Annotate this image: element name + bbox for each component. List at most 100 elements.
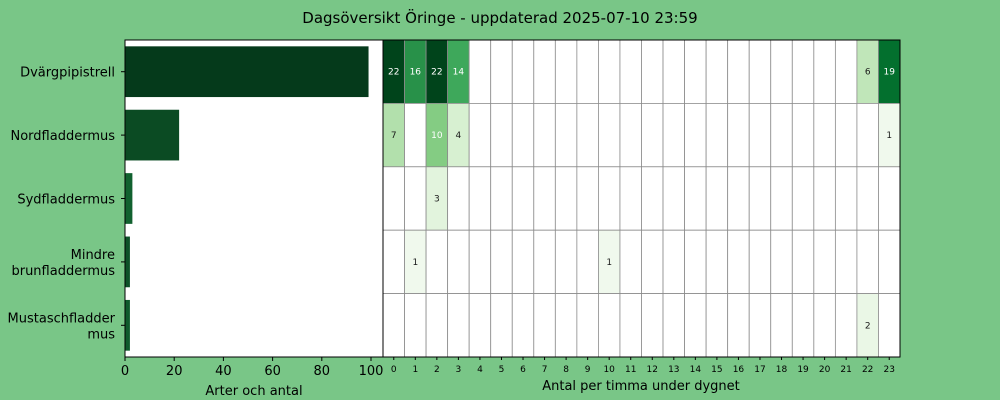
heatmap-cell bbox=[554, 293, 578, 358]
bar-4 bbox=[125, 299, 130, 351]
heatmap-cell bbox=[662, 229, 685, 294]
hour-label: 20 bbox=[819, 365, 831, 375]
heatmap-cell bbox=[619, 229, 642, 294]
heatmap-cell bbox=[770, 166, 793, 231]
heatmap-cell bbox=[705, 293, 729, 358]
heatmap-cell-value: 3 bbox=[434, 195, 440, 205]
heatmap-cell bbox=[791, 39, 815, 104]
hour-label: 13 bbox=[668, 365, 679, 375]
heatmap-cell bbox=[878, 293, 901, 358]
heatmap-cell bbox=[662, 103, 685, 168]
category-label-line: brunfladdermus bbox=[11, 264, 115, 279]
heatmap-cell bbox=[770, 103, 793, 168]
heatmap-cell bbox=[662, 39, 685, 104]
heatmap-cell bbox=[490, 39, 513, 104]
heatmap-cell bbox=[468, 39, 492, 104]
category-label-line: Sydfladdermus bbox=[17, 193, 115, 208]
heatmap-cell bbox=[425, 293, 449, 358]
hour-label: 2 bbox=[434, 365, 440, 375]
hour-label: 22 bbox=[862, 365, 873, 375]
heatmap-cell bbox=[511, 293, 535, 358]
heatmap-cell bbox=[511, 166, 535, 231]
heatmap-cell-value: 22 bbox=[388, 68, 399, 78]
heatmap-cell bbox=[813, 293, 836, 358]
hour-label: 21 bbox=[840, 365, 851, 375]
heatmap-cell bbox=[490, 103, 513, 168]
heatmap-cell bbox=[705, 39, 729, 104]
heatmap-cell bbox=[748, 166, 772, 231]
heatmap-cell-value: 1 bbox=[412, 258, 418, 268]
heatmap-cell bbox=[705, 103, 729, 168]
hour-label: 19 bbox=[797, 365, 809, 375]
heatmap-cell bbox=[705, 166, 729, 231]
heatmap-cell bbox=[770, 293, 793, 358]
hour-label: 1 bbox=[412, 365, 418, 375]
heatmap-cell bbox=[533, 166, 556, 231]
heatmap-cell bbox=[684, 103, 707, 168]
heatmap-cell-value: 6 bbox=[865, 68, 871, 78]
hour-label: 7 bbox=[542, 365, 548, 375]
hour-label: 10 bbox=[603, 365, 615, 375]
heatmap-cell bbox=[834, 166, 858, 231]
heatmap-cell bbox=[425, 229, 449, 294]
heatmap-cell bbox=[748, 293, 772, 358]
heatmap-cell bbox=[748, 103, 772, 168]
heatmap-cell-value: 1 bbox=[606, 258, 612, 268]
category-label-line: Dvärgpipistrell bbox=[20, 66, 115, 81]
heatmap-frame bbox=[382, 39, 901, 358]
heatmap-cell bbox=[554, 39, 578, 104]
heatmap-cell-value: 7 bbox=[391, 131, 397, 141]
heatmap-cell bbox=[490, 166, 513, 231]
heatmap-cell-value: 10 bbox=[431, 131, 443, 141]
x-tick-label-4: 80 bbox=[314, 364, 331, 379]
heatmap-cell bbox=[662, 166, 685, 231]
bar-x-axis-label: Arter och antal bbox=[205, 384, 302, 399]
heatmap-cell bbox=[404, 293, 427, 358]
hour-label: 14 bbox=[690, 365, 702, 375]
heatmap-cell bbox=[598, 39, 621, 104]
heatmap-cell bbox=[382, 293, 405, 358]
heatmap-cell-value: 16 bbox=[410, 68, 422, 78]
chart-title: Dagsöversikt Öringe - uppdaterad 2025-07… bbox=[302, 8, 697, 27]
category-label-1: Nordfladdermus bbox=[11, 129, 116, 144]
hour-label: 15 bbox=[711, 365, 722, 375]
heatmap-cell bbox=[727, 229, 750, 294]
heatmap-cell bbox=[576, 293, 599, 358]
bar-2 bbox=[125, 173, 133, 224]
heatmap-cell bbox=[878, 229, 901, 294]
heatmap-cell bbox=[404, 166, 427, 231]
heatmap-cell bbox=[641, 103, 664, 168]
heatmap-cell bbox=[834, 103, 858, 168]
heatmap-cell bbox=[619, 39, 642, 104]
heatmap-cell bbox=[727, 103, 750, 168]
heatmap-cell bbox=[791, 229, 815, 294]
heatmap-cell-value: 2 bbox=[865, 321, 871, 331]
heatmap-cell bbox=[813, 39, 836, 104]
heatmap-cell bbox=[382, 229, 405, 294]
heatmap-cell bbox=[554, 103, 578, 168]
category-label-4: Mustaschfladder mus bbox=[8, 311, 116, 342]
heatmap-cell bbox=[684, 166, 707, 231]
heatmap-cell bbox=[727, 39, 750, 104]
heatmap-cell bbox=[490, 293, 513, 358]
heatmap-cell bbox=[447, 166, 470, 231]
heatmap-cell-value: 4 bbox=[456, 131, 462, 141]
hour-label: 12 bbox=[647, 365, 658, 375]
heatmap-cell-value: 14 bbox=[453, 68, 465, 78]
category-label-line: mus bbox=[87, 327, 115, 342]
species-bar-panel: Dvärgpipistrell Nordfladdermus Sydfladderm… bbox=[8, 39, 384, 379]
heatmap-cell bbox=[727, 166, 750, 231]
heatmap-cell-value: 1 bbox=[886, 131, 892, 141]
heatmap-cell bbox=[834, 229, 858, 294]
category-label-line: Mindre bbox=[71, 248, 115, 263]
heatmap-cell bbox=[576, 166, 599, 231]
hour-label: 9 bbox=[585, 365, 591, 375]
heatmap-cell bbox=[468, 293, 492, 358]
heatmap-cell bbox=[490, 229, 513, 294]
heatmap-cell bbox=[791, 293, 815, 358]
heatmap-cell bbox=[856, 229, 879, 294]
heatmap-cell bbox=[856, 166, 879, 231]
hour-label: 6 bbox=[520, 365, 526, 375]
heatmap-cell bbox=[598, 166, 621, 231]
